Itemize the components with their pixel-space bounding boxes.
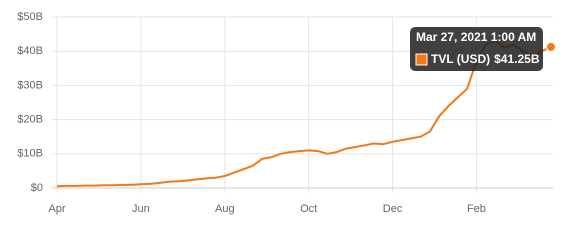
x-tick-label: Oct bbox=[300, 203, 317, 215]
chart: $0 $10B $20B $30B $40B $50B Apr Jun Aug Oct Dec Feb… bbox=[17, 11, 556, 215]
tooltip-swatch bbox=[415, 53, 428, 66]
x-tick-label: Jun bbox=[132, 203, 150, 215]
tooltip-value: TVL (USD) $41.25B bbox=[431, 52, 540, 66]
tooltip-title: Mar 27, 2021 1:00 AM bbox=[416, 30, 536, 44]
y-tick-label: $50B bbox=[17, 11, 43, 23]
y-tick-label: $40B bbox=[17, 45, 43, 57]
x-tick-label: Apr bbox=[48, 203, 65, 215]
y-tick-label: $0 bbox=[31, 182, 43, 194]
tooltip-box bbox=[410, 27, 543, 71]
hover-point bbox=[546, 41, 556, 52]
tooltip-series: TVL (USD) bbox=[431, 52, 490, 66]
y-tick-label: $20B bbox=[17, 114, 43, 126]
line bbox=[56, 39, 552, 188]
x-tick-label: Aug bbox=[215, 203, 235, 215]
x-tick-label: Feb bbox=[467, 203, 486, 215]
x-tick-label: Dec bbox=[383, 203, 403, 215]
tooltip: Mar 27, 2021 1:00 AM TVL (USD) $41.25B bbox=[410, 27, 543, 71]
y-tick-label: $10B bbox=[17, 148, 43, 160]
y-tick-label: $30B bbox=[17, 79, 43, 91]
tooltip-value-label: $41.25B bbox=[494, 52, 540, 66]
